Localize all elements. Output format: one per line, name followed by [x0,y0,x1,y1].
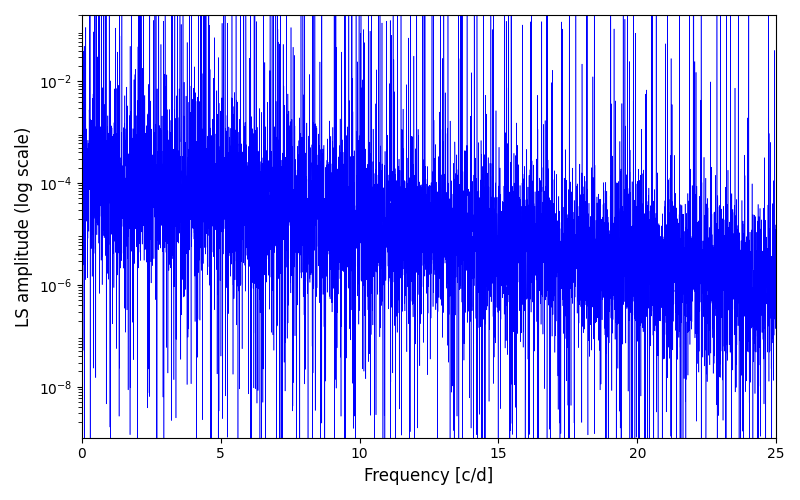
X-axis label: Frequency [c/d]: Frequency [c/d] [364,467,494,485]
Y-axis label: LS amplitude (log scale): LS amplitude (log scale) [15,126,33,326]
